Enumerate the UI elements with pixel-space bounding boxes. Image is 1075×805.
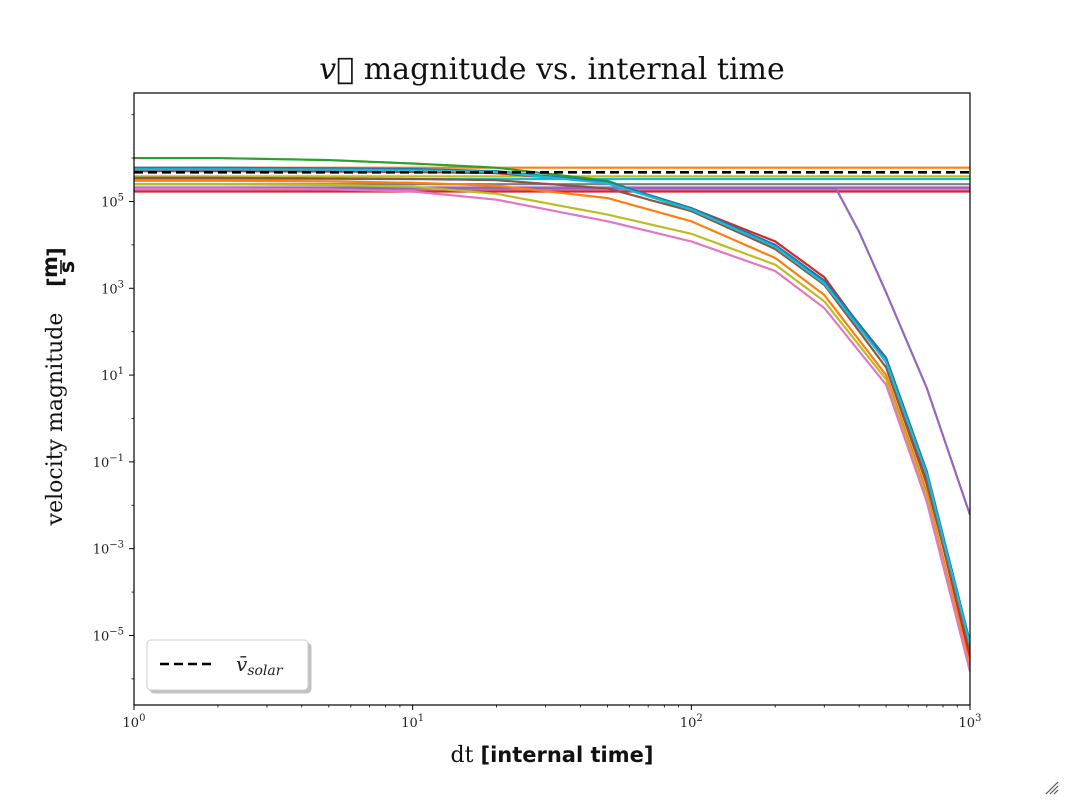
y-tick-label: 10−3 bbox=[93, 540, 124, 558]
x-axis-label-plain: dt bbox=[451, 743, 481, 768]
plot-frame bbox=[133, 92, 971, 706]
y-axis-unit-open-bracket: [ bbox=[44, 277, 68, 287]
series-line-15 bbox=[134, 166, 970, 643]
x-tick-label: 100 bbox=[123, 713, 146, 731]
series-line-13 bbox=[134, 183, 970, 672]
series-line-11 bbox=[134, 176, 970, 649]
series-line-12 bbox=[134, 179, 970, 667]
x-tick-label: 101 bbox=[401, 713, 424, 731]
series-line-8 bbox=[134, 187, 970, 516]
y-axis-label-plain: velocity magnitude bbox=[43, 313, 68, 527]
x-axis-label-bold: [internal time] bbox=[480, 743, 653, 767]
legend-box bbox=[146, 639, 309, 691]
title-text: magnitude vs. internal time bbox=[354, 52, 785, 87]
series-line-16 bbox=[134, 168, 970, 646]
series-line-14 bbox=[134, 187, 970, 672]
x-tick-label: 103 bbox=[959, 713, 982, 731]
x-axis-label: dt [internal time] bbox=[451, 743, 654, 768]
y-tick-label: 105 bbox=[101, 192, 124, 210]
chart-title: v⃗ magnitude vs. internal time bbox=[319, 52, 785, 87]
legend-label-sub: solar bbox=[247, 663, 283, 679]
y-tick-label: 103 bbox=[101, 279, 124, 297]
tick-layer: 100 101 102 103 105 103 101 10−1 10−3 10−5 bbox=[93, 114, 982, 731]
y-axis-unit-numerator: m bbox=[38, 256, 62, 278]
title-vector-symbol: v⃗ bbox=[319, 52, 354, 87]
y-tick-label: 10−1 bbox=[93, 453, 124, 471]
x-tick-label: 102 bbox=[680, 713, 703, 731]
legend-label-solar: v̄solar bbox=[236, 652, 284, 679]
resize-grip-icon[interactable] bbox=[1045, 781, 1059, 795]
y-axis-label: velocity magnitude [ m s ] bbox=[38, 247, 79, 526]
y-axis-unit-denominator: s bbox=[55, 261, 79, 274]
y-tick-label: 10−5 bbox=[93, 626, 124, 644]
legend: v̄solar bbox=[146, 639, 309, 691]
series-line-10 bbox=[134, 170, 970, 659]
y-axis-unit-close-bracket: ] bbox=[44, 247, 68, 257]
series-line-9 bbox=[134, 156, 970, 653]
legend-label-base: v̄ bbox=[236, 652, 248, 676]
y-tick-label: 101 bbox=[101, 366, 124, 384]
series-layer bbox=[134, 156, 970, 672]
